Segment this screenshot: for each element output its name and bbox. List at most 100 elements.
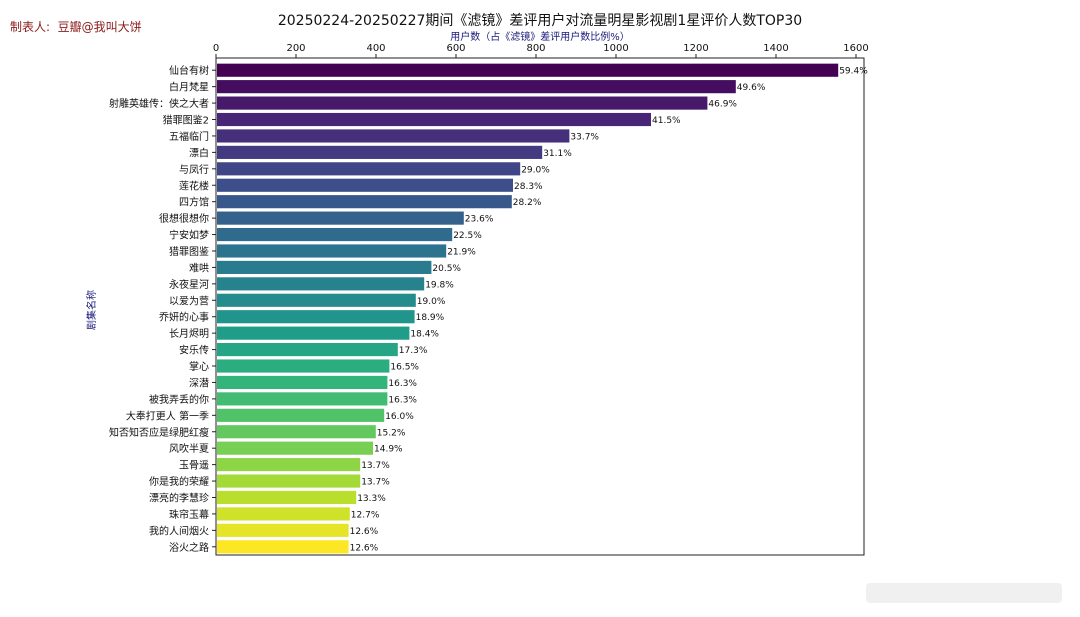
data-label: 15.2% — [377, 428, 406, 438]
bar — [217, 408, 385, 422]
category-label: 知否知否应是绿肥红瘦 — [109, 426, 209, 439]
bar — [217, 310, 415, 324]
bar — [217, 96, 708, 110]
category-label: 风吹半夏 — [169, 442, 209, 455]
category-label: 白月梵星 — [169, 81, 209, 94]
category-label: 浴火之路 — [169, 541, 209, 554]
x-tick-label: 600 — [446, 43, 465, 54]
data-label: 13.7% — [361, 478, 390, 488]
data-label: 18.9% — [416, 313, 445, 323]
bar — [217, 425, 376, 439]
data-label: 12.7% — [351, 510, 380, 520]
y-axis-label: 剧集名称 — [85, 290, 98, 330]
category-label: 宁安如梦 — [169, 229, 209, 242]
data-label: 13.7% — [361, 461, 390, 471]
bars-group: 仙台有树 59.4% 白月梵星 49.6% 射雕英雄传：侠之大者 46.9% 猎罪图鉴2 41… — [109, 63, 868, 554]
x-tick-label: 1400 — [763, 43, 788, 54]
category-label: 以爱为营 — [169, 294, 209, 307]
category-label: 猎罪图鉴2 — [163, 114, 209, 127]
x-axis-label: 用户数（占《滤镜》差评用户数比例%） — [450, 30, 630, 43]
x-tick-label: 800 — [526, 43, 545, 54]
bar — [217, 129, 570, 143]
data-label: 19.8% — [425, 280, 454, 290]
bar — [217, 162, 521, 176]
category-label: 你是我的荣耀 — [149, 475, 209, 488]
credit-text: 制表人: 豆瓣@我叫大饼 — [10, 20, 142, 34]
bar — [217, 490, 357, 505]
bar — [217, 260, 432, 274]
category-label: 玉骨遥 — [179, 459, 209, 472]
data-label: 16.3% — [388, 395, 417, 405]
category-label: 大奉打更人 第一季 — [126, 409, 209, 422]
bar — [217, 211, 464, 225]
category-label: 珠帘玉幕 — [169, 508, 209, 521]
bar — [217, 145, 543, 159]
data-label: 23.6% — [465, 215, 494, 225]
bar — [217, 80, 736, 94]
category-label: 掌心 — [189, 361, 209, 373]
data-label: 18.4% — [410, 330, 439, 340]
data-label: 21.9% — [447, 247, 476, 257]
category-label: 漂亮的李慧珍 — [149, 491, 209, 504]
data-label: 28.3% — [514, 182, 543, 192]
data-label: 31.1% — [543, 149, 572, 159]
bar — [217, 227, 453, 242]
x-tick-label: 200 — [286, 43, 305, 54]
category-label: 漂白 — [189, 146, 209, 159]
category-label: 难哄 — [189, 262, 209, 274]
bar — [217, 392, 388, 406]
data-label: 17.3% — [399, 346, 428, 356]
plot-frame — [215, 57, 865, 556]
data-label: 41.5% — [652, 116, 681, 126]
bar — [217, 293, 416, 307]
category-label: 四方馆 — [179, 196, 209, 209]
category-label: 猎罪图鉴 — [169, 245, 209, 258]
data-label: 46.9% — [708, 100, 737, 110]
category-label: 永夜星河 — [169, 278, 209, 291]
x-tick-label: 400 — [366, 43, 385, 54]
bar — [217, 195, 512, 209]
data-label: 13.3% — [357, 494, 386, 504]
bar — [217, 458, 361, 472]
bar — [217, 507, 350, 521]
category-label: 被我弄丢的你 — [149, 393, 209, 406]
bar — [217, 474, 361, 488]
category-label: 安乐传 — [179, 344, 209, 357]
bar — [217, 523, 349, 537]
data-label: 16.3% — [388, 379, 417, 389]
data-label: 59.4% — [839, 67, 868, 77]
bar — [217, 540, 349, 554]
bar — [217, 277, 425, 291]
data-label: 49.6% — [737, 83, 766, 93]
data-label: 20.5% — [432, 264, 461, 274]
x-ticks: 0 200 400 600 800 1000 1200 1400 1600 — [213, 43, 869, 58]
category-label: 乔妍的心事 — [159, 311, 209, 324]
category-label: 深潜 — [189, 376, 209, 389]
x-tick-label: 1000 — [603, 43, 628, 54]
category-label: 仙台有树 — [169, 64, 209, 77]
category-label: 与凤行 — [179, 163, 209, 176]
bar — [217, 112, 651, 127]
data-label: 12.6% — [350, 543, 379, 553]
bar — [217, 441, 373, 455]
category-label: 很想很想你 — [159, 212, 209, 225]
data-label: 22.5% — [453, 231, 482, 241]
data-label: 19.0% — [417, 297, 446, 307]
bar — [217, 326, 410, 340]
chart-title: 20250224-20250227期间《滤镜》差评用户对流量明星影视剧1星评价人… — [278, 12, 802, 29]
category-label: 射雕英雄传：侠之大者 — [109, 97, 209, 110]
bar — [217, 244, 447, 258]
category-label: 五福临门 — [169, 130, 209, 143]
category-label: 我的人间烟火 — [149, 524, 209, 537]
category-label: 长月烬明 — [169, 328, 209, 340]
bar — [217, 359, 390, 373]
data-label: 14.9% — [374, 445, 403, 455]
x-tick-label: 1200 — [683, 43, 708, 54]
data-label: 16.5% — [390, 363, 419, 373]
x-tick-label: 1600 — [843, 43, 868, 54]
data-label: 33.7% — [570, 132, 599, 142]
bar — [217, 63, 839, 77]
x-tick-label: 0 — [213, 43, 219, 54]
data-label: 28.2% — [513, 198, 542, 208]
